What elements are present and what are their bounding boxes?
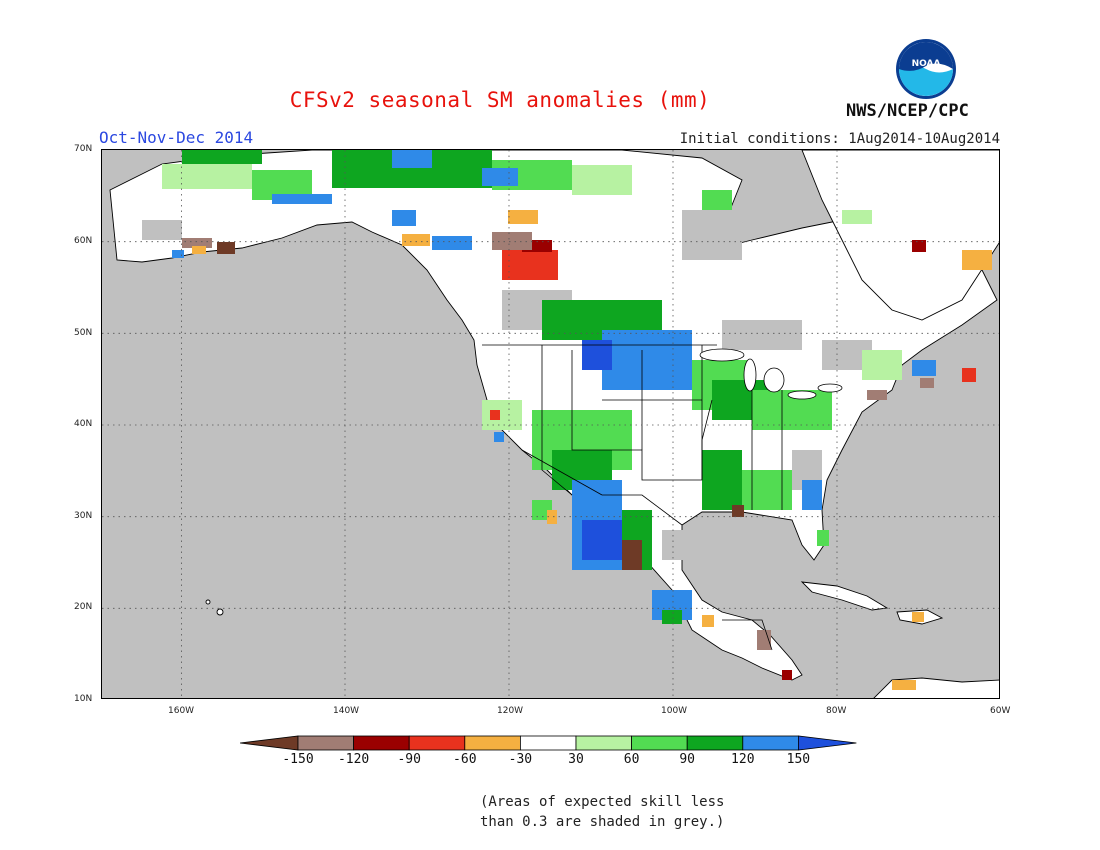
footnote-line-2: than 0.3 are shaded in grey.)	[480, 814, 725, 830]
political-borders	[482, 344, 783, 651]
lat-label: 50N	[74, 328, 93, 338]
skill-footnote: (Areas of expected skill less than 0.3 a…	[480, 792, 724, 832]
color-scale-label: 120	[731, 752, 755, 767]
color-scale-bar	[240, 735, 857, 751]
lat-label: 60N	[74, 236, 93, 246]
lon-label: 140W	[333, 706, 360, 716]
color-swatch	[408, 735, 466, 751]
footnote-line-1: (Areas of expected skill less	[480, 794, 725, 810]
color-scale-label: 60	[623, 752, 640, 767]
color-scale-label: -150	[282, 752, 314, 767]
color-scale-label: 90	[679, 752, 696, 767]
color-swatch	[297, 735, 354, 751]
hawaii-island	[205, 599, 211, 605]
south-america	[873, 677, 999, 698]
lat-label: 20N	[74, 602, 93, 612]
color-swatch	[631, 735, 688, 751]
lat-label: 10N	[74, 694, 93, 704]
color-scale-label: -120	[337, 752, 370, 767]
color-swatch	[353, 735, 410, 751]
color-scale-label: -90	[397, 752, 421, 767]
color-swatch	[464, 735, 521, 751]
soil-moisture-map	[101, 149, 1000, 699]
low-skill-areas	[142, 210, 872, 560]
greenland	[801, 150, 999, 321]
map-title: CFSv2 seasonal SM anomalies (mm)	[289, 88, 711, 112]
lon-label: 80W	[826, 706, 847, 716]
lon-label: 60W	[990, 706, 1011, 716]
lon-label: 100W	[661, 706, 688, 716]
color-swatch	[742, 735, 799, 751]
great-lakes	[699, 348, 843, 400]
cuba	[800, 581, 889, 611]
hawaii-island	[216, 608, 224, 616]
lon-label: 160W	[168, 706, 195, 716]
color-scale-label: -30	[508, 752, 533, 767]
lat-label: 70N	[74, 144, 93, 154]
color-swatch	[798, 735, 857, 751]
color-swatch	[240, 735, 299, 751]
color-swatch	[519, 735, 577, 751]
initial-conditions: Initial conditions: 1Aug2014-10Aug2014	[679, 131, 1000, 147]
noaa-logo: NOAA	[896, 39, 956, 99]
forecast-period: Oct-Nov-Dec 2014	[99, 128, 254, 147]
graticule	[102, 150, 999, 698]
map-canvas	[102, 150, 999, 698]
color-scale-label: -60	[453, 752, 477, 767]
color-scale-label: 30	[568, 752, 584, 767]
logo-text: NOAA	[912, 59, 941, 69]
agency-label: NWS/NCEP/CPC	[846, 101, 969, 121]
lat-label: 40N	[74, 419, 93, 429]
color-swatch	[686, 735, 744, 751]
color-swatch	[575, 735, 632, 751]
lon-label: 120W	[497, 706, 524, 716]
color-scale-label: 150	[786, 752, 811, 767]
lat-label: 30N	[74, 511, 93, 521]
